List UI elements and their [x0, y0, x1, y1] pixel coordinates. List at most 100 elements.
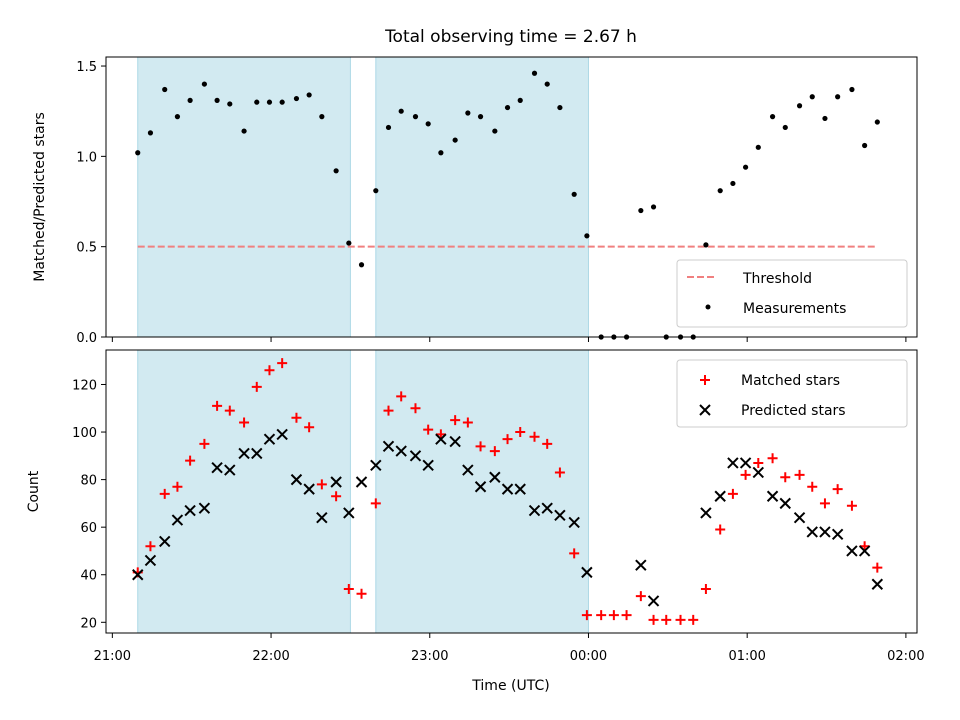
matched-star-point	[383, 405, 394, 416]
predicted-star-point	[739, 457, 752, 469]
y-tick-label: 120	[72, 378, 97, 393]
measurement-point	[279, 99, 285, 105]
predicted-star-point	[171, 514, 184, 526]
matched-star-point	[569, 548, 580, 559]
predicted-star-point	[541, 502, 553, 514]
matched-star-point	[435, 429, 446, 440]
measurement-point	[135, 150, 141, 156]
matched-star-point	[316, 479, 327, 490]
predicted-star-point	[462, 464, 474, 476]
measurement-point	[398, 108, 404, 114]
y-axis-ticks: 0.0 0.5 1.0 1.5	[76, 60, 106, 346]
measurement-point	[809, 94, 815, 100]
measurement-point	[425, 121, 431, 127]
measurement-point	[147, 130, 154, 136]
shaded-interval	[137, 56, 351, 338]
predicted-star-point	[793, 511, 806, 524]
matched-star-point	[872, 562, 883, 573]
predicted-star-point	[831, 528, 844, 541]
matched-star-point	[608, 610, 619, 621]
axes-frame	[105, 56, 918, 338]
measurement-point	[531, 70, 538, 76]
measurement-point	[517, 97, 523, 103]
bottom-panel: 20 40 60 80 100 120 21:00 22:00 23:00 00:00 01:00…	[26, 349, 925, 664]
predicted-star-point	[714, 490, 726, 502]
matched-star-point	[159, 488, 170, 499]
x-axis-label: Time (UTC)	[471, 678, 549, 694]
top-panel: 0.0 0.5 1.0 1.5 Matched/Predicted stars Thr…	[32, 56, 918, 346]
matched-star-point	[423, 424, 434, 435]
matched-star-point	[753, 457, 764, 468]
matched-star-point	[700, 584, 711, 595]
measurement-point	[306, 92, 312, 98]
matched-star-point	[304, 422, 315, 433]
predicted-star-point	[779, 497, 791, 510]
measurement-point	[782, 124, 788, 131]
x-tick-label: 22:00	[252, 649, 289, 664]
measurement-point	[755, 144, 761, 150]
predicted-star-point	[211, 462, 223, 474]
predicted-star-point	[184, 504, 196, 517]
observing-intervals	[137, 56, 589, 338]
measurement-point	[769, 114, 776, 120]
measurement-point	[862, 142, 868, 149]
measurement-point	[835, 94, 841, 100]
measurement-point	[227, 101, 233, 107]
matched-star-point	[370, 498, 381, 509]
y-tick-label: 1.0	[76, 150, 97, 165]
predicted-star-point	[370, 459, 382, 472]
measurement-point	[358, 262, 365, 268]
matched-star-point	[212, 400, 223, 411]
x-axis-ticks	[111, 337, 907, 342]
matched-star-point	[172, 481, 183, 492]
matched-star-point	[675, 614, 686, 625]
measurement-point	[412, 114, 419, 120]
y-tick-label: 40	[80, 569, 97, 584]
predicted-star-point	[409, 450, 422, 462]
matched-star-point	[596, 610, 607, 621]
matched-star-point	[794, 469, 805, 480]
x-axis-ticks: 21:00 22:00 23:00 00:00 01:00 02:00	[94, 633, 925, 664]
predicted-star-point	[554, 509, 566, 521]
measurement-point	[187, 97, 193, 103]
matched-star-point	[145, 541, 156, 552]
measurement-point	[584, 233, 590, 239]
predicted-star-point	[727, 457, 739, 469]
shaded-interval	[137, 349, 351, 634]
measurement-point	[201, 81, 207, 87]
measurement-point	[333, 168, 339, 174]
measurement-point	[703, 242, 709, 248]
predicted-star-point	[251, 447, 263, 460]
matched-star-point	[410, 403, 421, 414]
measurement-point	[544, 81, 550, 87]
matched-star-point	[715, 524, 726, 535]
predicted-star-point	[355, 476, 368, 488]
predicted-star-point	[224, 464, 236, 476]
count-points	[132, 358, 884, 625]
measurement-point	[266, 99, 273, 105]
matched-star-point	[291, 412, 302, 423]
predicted-star-point	[846, 545, 858, 557]
measurement-point	[319, 114, 325, 120]
measurement-point	[492, 128, 498, 134]
axes-frame	[105, 349, 918, 634]
matched-star-point	[199, 438, 210, 449]
legend: Threshold Measurements	[676, 259, 908, 328]
measurement-point	[571, 191, 577, 197]
matched-star-point	[515, 427, 526, 438]
legend-predicted-swatch	[699, 404, 711, 416]
measurement-point	[293, 95, 300, 102]
predicted-star-point	[132, 569, 144, 581]
legend-label: Threshold	[742, 271, 812, 287]
legend-x-marker	[699, 404, 711, 416]
matched-star-point	[621, 610, 632, 621]
measurement-point	[638, 207, 644, 214]
predicted-star-point	[568, 516, 580, 529]
predicted-star-point	[263, 433, 276, 445]
matched-star-point	[450, 415, 461, 426]
matched-star-point	[635, 591, 646, 602]
matched-star-point	[462, 417, 473, 428]
legend-label: Predicted stars	[741, 403, 846, 419]
measurement-point	[438, 150, 444, 156]
measurement-point	[174, 114, 181, 120]
